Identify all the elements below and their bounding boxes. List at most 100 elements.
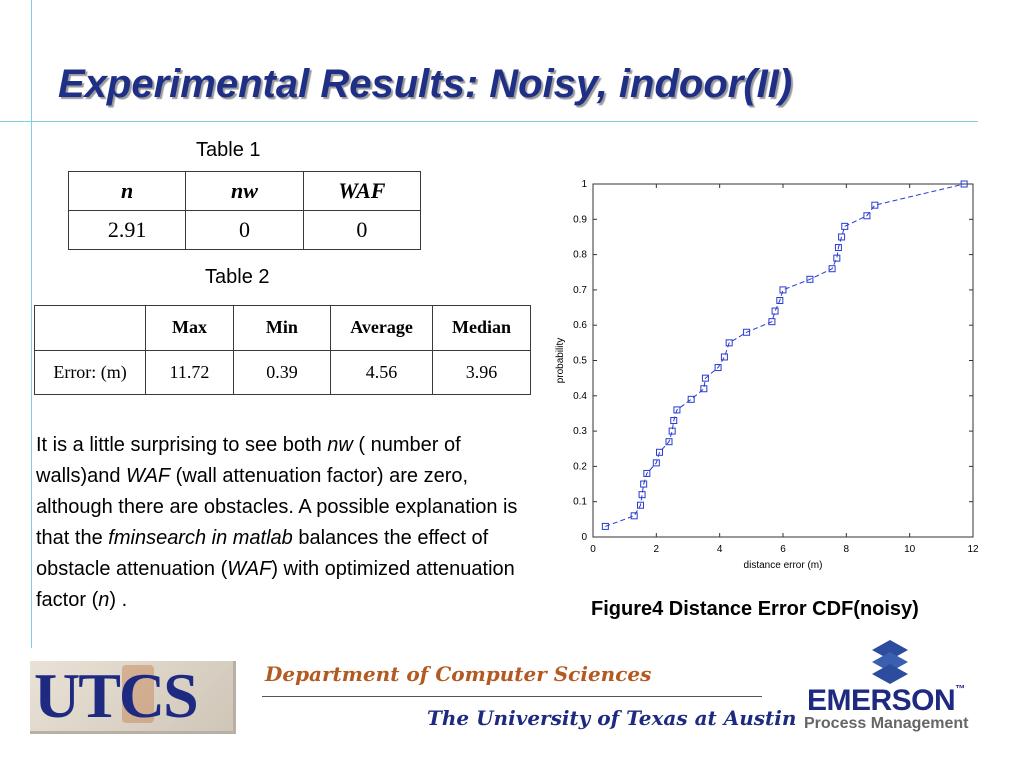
y-tick-label: 0.2 bbox=[573, 461, 587, 472]
para-text-1: It is a little surprising to see both bbox=[36, 434, 328, 456]
cdf-data-point bbox=[668, 427, 676, 435]
cdf-data-point bbox=[673, 406, 681, 414]
cdf-data-point bbox=[776, 296, 784, 304]
decorative-vertical-line bbox=[31, 0, 32, 648]
cdf-data-point bbox=[643, 469, 651, 477]
table2-header-min: Min bbox=[232, 305, 332, 351]
x-tick-label: 2 bbox=[654, 544, 660, 555]
para-waf-2: WAF bbox=[227, 558, 272, 580]
y-tick-label: 0.4 bbox=[573, 391, 587, 402]
table2-caption: Table 2 bbox=[205, 266, 270, 288]
x-tick-label: 6 bbox=[780, 544, 786, 555]
table1: n nw WAF 2.91 0 0 bbox=[67, 171, 422, 250]
table1-cell-waf: 0 bbox=[302, 210, 422, 250]
explanation-paragraph: It is a little surprising to see both nw… bbox=[36, 430, 536, 616]
cdf-data-point bbox=[638, 491, 646, 499]
cdf-data-point bbox=[871, 201, 879, 209]
utcs-logo-text: UTCS bbox=[34, 660, 199, 731]
table1-header-n: n bbox=[67, 171, 187, 211]
table1-header-waf: WAF bbox=[302, 171, 422, 211]
cdf-data-point bbox=[637, 501, 644, 509]
table2-cell-average: 4.56 bbox=[330, 349, 433, 395]
table1-header-row: n nw WAF bbox=[67, 171, 422, 211]
cdf-data-point bbox=[834, 244, 842, 252]
plot-frame bbox=[592, 183, 974, 538]
footer-divider bbox=[262, 696, 762, 697]
x-tick-label: 12 bbox=[967, 544, 979, 555]
cdf-data-point bbox=[701, 374, 709, 382]
cdf-data-point bbox=[640, 480, 648, 488]
y-tick-label: 0.9 bbox=[573, 214, 587, 225]
x-tick-label: 10 bbox=[904, 544, 916, 555]
y-tick-label: 0.6 bbox=[573, 320, 587, 331]
x-axis-label: distance error (m) bbox=[744, 560, 823, 571]
cdf-data-point bbox=[725, 339, 733, 347]
para-text-4: balances the effect of obstacle attenuat… bbox=[36, 527, 489, 580]
cdf-chart: 0 2 4 6 8 10 12 0 0.1 0.2 0.3 0.4 0.5 0.6 0.7 0.8 0.9 1 di… bbox=[555, 179, 979, 571]
y-tick-label: 1 bbox=[581, 179, 587, 190]
cdf-data-point bbox=[838, 233, 846, 241]
cdf-data-point bbox=[863, 212, 871, 220]
table1-cell-n: 2.91 bbox=[67, 210, 187, 250]
emerson-word: EMERSON bbox=[807, 684, 956, 717]
para-fminsearch: fminsearch in matlab bbox=[108, 527, 293, 549]
department-name: Department of Computer Sciences bbox=[265, 662, 652, 686]
y-tick-label: 0.3 bbox=[573, 426, 587, 437]
y-axis-label: probability bbox=[555, 338, 566, 384]
para-nw: nw bbox=[327, 434, 353, 456]
cdf-series-line bbox=[605, 183, 965, 527]
table2-header-empty bbox=[33, 305, 147, 351]
cdf-data-point bbox=[687, 395, 695, 403]
y-tick-label: 0.5 bbox=[573, 356, 587, 367]
x-tick-label: 4 bbox=[717, 544, 723, 555]
utcs-logo: UTCS bbox=[30, 661, 236, 734]
para-text-3: (wall attenuation factor) are zero, alth… bbox=[36, 465, 518, 549]
cdf-data-point bbox=[779, 286, 787, 294]
table1-caption: Table 1 bbox=[196, 139, 261, 161]
table2-cell-label: Error: (m) bbox=[33, 349, 147, 395]
cdf-data-point bbox=[601, 522, 609, 530]
table2-header-average: Average bbox=[330, 305, 433, 351]
table2-header-row: Max Min Average Median bbox=[33, 305, 531, 351]
cdf-data-point bbox=[833, 254, 841, 262]
cdf-data-point bbox=[630, 512, 638, 520]
cdf-data-point bbox=[700, 385, 708, 393]
cdf-data-point bbox=[665, 438, 673, 446]
cdf-data-point bbox=[656, 448, 663, 456]
emerson-logo-mark bbox=[872, 640, 908, 684]
cdf-data-point bbox=[828, 265, 836, 273]
cdf-data-point bbox=[960, 180, 968, 188]
table2-header-median: Median bbox=[432, 305, 531, 351]
decorative-horizontal-line bbox=[0, 121, 978, 122]
slide-title: Experimental Results: Noisy, indoor(II) bbox=[58, 62, 793, 106]
figure-caption: Figure4 Distance Error CDF(noisy) bbox=[591, 598, 919, 620]
x-tick-label: 0 bbox=[590, 544, 596, 555]
table1-row: 2.91 0 0 bbox=[67, 210, 422, 250]
cdf-data-point bbox=[841, 222, 849, 230]
emerson-logo-text: EMERSON™ bbox=[807, 684, 965, 718]
cdf-data-point bbox=[771, 307, 779, 315]
cdf-data-point bbox=[670, 417, 678, 425]
y-tick-label: 0.1 bbox=[573, 497, 587, 508]
table2-cell-max: 11.72 bbox=[145, 349, 234, 395]
para-text-5: ) with optimized attenuation factor ( bbox=[36, 558, 515, 611]
emerson-trademark: ™ bbox=[955, 684, 965, 695]
x-tick-label: 8 bbox=[844, 544, 850, 555]
emerson-subtitle: Process Management bbox=[804, 715, 969, 732]
table2-header-max: Max bbox=[145, 305, 234, 351]
cdf-data-point bbox=[743, 328, 751, 336]
table2-cell-min: 0.39 bbox=[232, 349, 332, 395]
para-text-2: ( number of walls)and bbox=[36, 434, 461, 487]
y-tick-label: 0.8 bbox=[573, 250, 587, 261]
cdf-data-point bbox=[720, 353, 728, 361]
para-waf: WAF bbox=[126, 465, 171, 487]
table2: Max Min Average Median Error: (m) 11.72 … bbox=[33, 305, 531, 395]
cdf-data-point bbox=[714, 364, 722, 372]
cdf-data-point bbox=[806, 275, 814, 283]
table1-header-nw: nw bbox=[185, 171, 304, 211]
cdf-data-point bbox=[652, 459, 660, 467]
y-tick-label: 0 bbox=[581, 532, 587, 543]
table1-cell-nw: 0 bbox=[185, 210, 304, 250]
cdf-data-point bbox=[768, 318, 776, 326]
university-name: The University of Texas at Austin bbox=[427, 706, 797, 730]
